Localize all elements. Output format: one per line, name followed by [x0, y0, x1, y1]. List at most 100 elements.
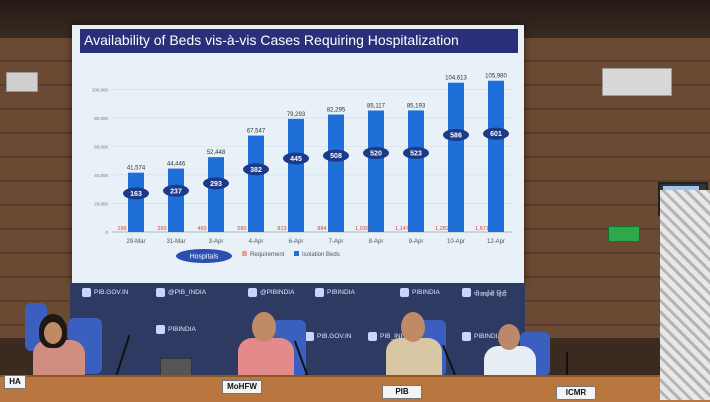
hospital-count-badge [283, 152, 309, 165]
x-tick-label: 3-Apr [209, 239, 224, 245]
hospital-count-badge [403, 146, 429, 159]
speaker-pink-shirt [238, 338, 294, 376]
microphone [566, 352, 568, 376]
requirement-value-label: 813 [277, 226, 286, 232]
bar-value-label: 52,448 [207, 150, 226, 156]
hospital-count-label: 382 [250, 167, 262, 174]
air-vent [602, 68, 672, 96]
y-tick-label: 20,000 [94, 201, 108, 206]
bar-value-label: 79,293 [287, 112, 306, 118]
slide-title: Availability of Beds vis-à-vis Cases Req… [84, 32, 459, 48]
requirement-value-label: 1,282 [435, 226, 449, 232]
backdrop-handle: PIBINDIA [412, 289, 440, 296]
slide-title-bar [80, 29, 518, 53]
hospital-count-badge [443, 128, 469, 141]
hospital-count-label: 445 [290, 156, 302, 163]
nameplate: ICMR [556, 386, 596, 400]
bar-value-label: 85,193 [407, 103, 426, 109]
social-icon [248, 288, 257, 297]
legend-swatch-requirement [242, 251, 247, 256]
y-tick-label: 80,000 [94, 116, 108, 121]
backdrop-handle: PIBINDIA [327, 289, 355, 296]
isolation-beds-bar [288, 118, 304, 232]
isolation-beds-bar [128, 172, 144, 232]
isolation-beds-bar [208, 157, 224, 232]
x-tick-label: 6-Apr [289, 239, 304, 245]
bar-value-label: 44,446 [167, 162, 186, 168]
bar-value-label: 85,117 [367, 104, 386, 110]
legend-label-requirement: Requirement [250, 252, 285, 258]
y-tick-label: 40,000 [94, 173, 108, 178]
backdrop-handle: PIB.GOV.IN [317, 333, 352, 340]
requirement-value-label: 460 [197, 226, 206, 232]
requirement-value-label: 884 [317, 226, 326, 232]
nameplate: PIB [382, 385, 422, 399]
bar-value-label: 105,980 [485, 74, 507, 80]
social-icon [462, 288, 471, 297]
isolation-beds-bar [448, 82, 464, 232]
hospital-count-label: 293 [210, 181, 222, 188]
y-tick-label: 100,000 [92, 87, 109, 92]
x-tick-label: 8-Apr [369, 239, 384, 245]
bar-value-label: 41,574 [127, 166, 146, 172]
requirement-value-label: 580 [237, 226, 246, 232]
backdrop-handle: पीआईबी हिंदी [474, 291, 507, 298]
social-icon [368, 332, 377, 341]
hospital-count-label: 508 [330, 153, 342, 160]
hospital-count-label: 163 [130, 191, 142, 198]
isolation-beds-bar [328, 114, 344, 232]
hospital-count-badge [483, 127, 509, 140]
bar-value-label: 104,613 [445, 76, 467, 82]
social-icon [156, 288, 165, 297]
requirement-value-label: 1,039 [355, 226, 369, 232]
requirement-value-label: 1,671 [475, 226, 489, 232]
face [44, 322, 62, 344]
hospital-count-label: 523 [410, 150, 422, 157]
bed-availability-chart: 0 20,000 40,000 60,000 80,000 100,000 41,574 19… [92, 74, 512, 263]
nameplate: HA [4, 375, 26, 389]
face [401, 312, 425, 342]
isolation-beds-bar [408, 110, 424, 232]
x-tick-label: 12-Apr [487, 239, 505, 245]
social-icon [462, 332, 471, 341]
requirement-value-label: 250 [157, 226, 166, 232]
backdrop-handle: PIB_INDIA [380, 333, 412, 340]
backdrop-handle: PIBINDIA [474, 333, 502, 340]
hospital-count-badge [363, 147, 389, 160]
backdrop-handle: @PIB_INDIA [168, 289, 207, 296]
social-icon [315, 288, 324, 297]
social-icon [400, 288, 409, 297]
backdrop-handle: PIB.GOV.IN [94, 289, 129, 296]
hospital-count-label: 237 [170, 188, 182, 195]
isolation-beds-bar [368, 110, 384, 232]
requirement-value-label: 196 [117, 226, 126, 232]
air-vent [6, 72, 38, 92]
face [252, 312, 276, 342]
social-icon [156, 325, 165, 334]
backdrop-handle: PIBINDIA [168, 326, 196, 333]
hospital-count-badge [123, 187, 149, 200]
face [498, 324, 520, 350]
legend-label-isolation-beds: Isolation Beds [302, 252, 340, 258]
isolation-beds-bar [488, 80, 504, 232]
x-tick-label: 10-Apr [447, 239, 465, 245]
hospital-count-badge [163, 184, 189, 197]
bar-value-label: 82,295 [327, 108, 346, 114]
hospital-count-label: 520 [370, 151, 382, 158]
legend-swatch-isolation-beds [294, 251, 299, 256]
x-tick-label: 31-Mar [166, 239, 185, 245]
hospital-count-badge [323, 149, 349, 162]
requirement-value-label: 1,147 [395, 226, 409, 232]
isolation-beds-bar [168, 168, 184, 232]
x-tick-label: 29-Mar [126, 239, 145, 245]
exit-sign [608, 226, 640, 242]
social-icon [82, 288, 91, 297]
nameplate: MoHFW [222, 380, 262, 394]
y-tick-label: 60,000 [94, 144, 108, 149]
x-tick-label: 9-Apr [409, 239, 424, 245]
x-tick-label: 7-Apr [329, 239, 344, 245]
hospital-count-badge [203, 177, 229, 190]
desk [0, 375, 710, 402]
backdrop-handle: @PIBINDIA [260, 289, 295, 296]
social-icon [305, 332, 314, 341]
